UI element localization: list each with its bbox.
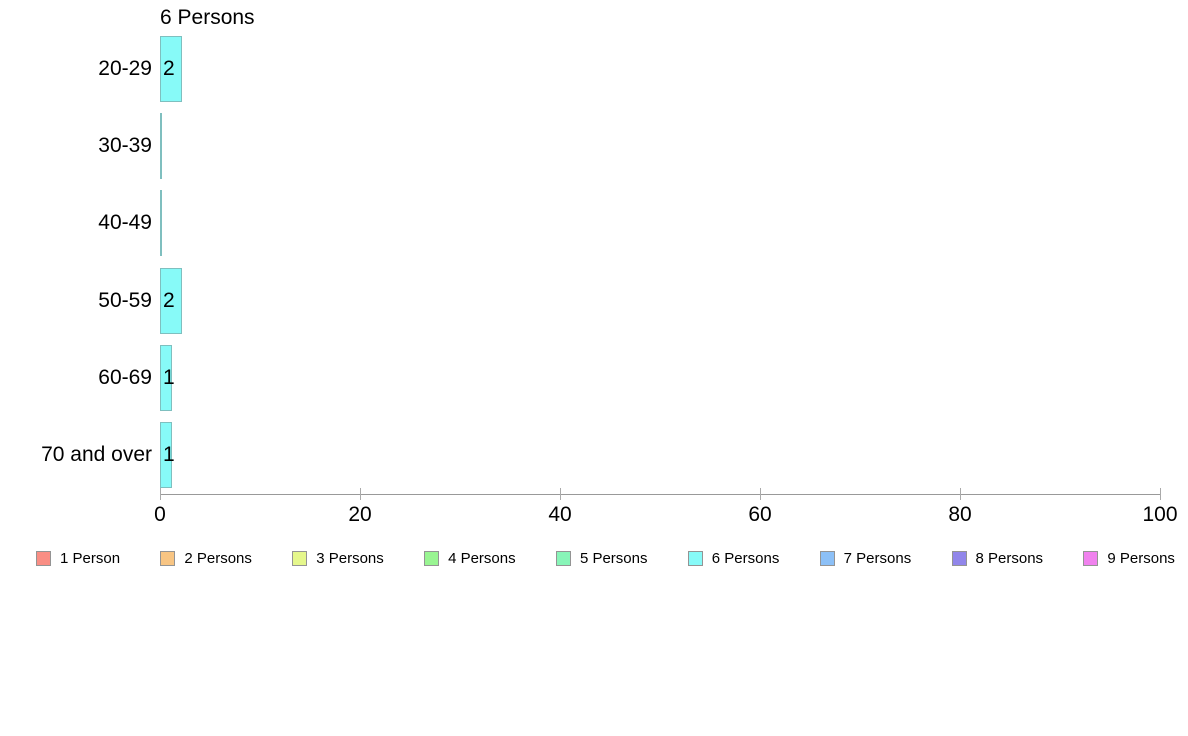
legend: 1 Person 2 Persons 3 Persons 4 Persons 5 Per…: [36, 548, 1175, 568]
legend-swatch: [292, 550, 308, 566]
x-tick-mark: [759, 488, 761, 500]
category-label: 40-49: [98, 211, 152, 235]
legend-swatch: [424, 550, 440, 566]
bar-value-label: 2: [163, 56, 175, 80]
x-tick-mark: [959, 488, 961, 500]
legend-label: 8 Persons: [975, 549, 1044, 567]
bar-rows: 20-29 2 30-39 40-49 50-59 2 60-69 1 70 and over 1: [41, 30, 1160, 494]
bar-value-label: 2: [163, 288, 175, 312]
x-tick-label: 60: [748, 503, 772, 526]
legend-label: 6 Persons: [711, 549, 780, 567]
legend-item: 9 Persons: [1083, 550, 1175, 567]
legend-swatch: [36, 550, 51, 566]
legend-item: 7 Persons: [819, 549, 912, 567]
bar-row: 20-29 2: [98, 30, 1160, 107]
legend-item: 2 Persons: [160, 550, 252, 567]
legend-label: 5 Persons: [579, 549, 648, 567]
legend-label: 9 Persons: [1107, 549, 1175, 567]
x-tick-label: 0: [154, 503, 166, 526]
x-tick-label: 100: [1142, 503, 1178, 526]
bar: [160, 190, 162, 257]
legend-item: 1 Person: [36, 550, 120, 567]
legend-swatch: [160, 550, 176, 566]
legend-label: 4 Persons: [448, 549, 516, 567]
legend-swatch: [1083, 550, 1099, 566]
category-label: 50-59: [98, 288, 152, 312]
category-label: 30-39: [98, 133, 152, 157]
bar-row: 40-49: [98, 185, 1160, 262]
bar: 1: [160, 344, 175, 411]
plot-area: 20-29 2 30-39 40-49 50-59 2 60-69 1 70 and over 1…: [41, 30, 1178, 526]
chart-title: 6 Persons: [160, 6, 255, 29]
x-tick-mark: [359, 488, 361, 500]
legend-label: 2 Persons: [184, 549, 252, 567]
category-label: 60-69: [98, 365, 152, 389]
bar: 2: [160, 267, 182, 334]
bar-value-label: 1: [163, 443, 175, 467]
x-tick-mark: [159, 488, 161, 500]
legend-swatch: [687, 550, 703, 566]
x-tick-mark: [1159, 488, 1161, 500]
x-tick-mark: [559, 488, 561, 500]
bar: 2: [160, 35, 182, 102]
bar-row: 30-39: [98, 107, 1160, 184]
legend-item: 8 Persons: [951, 549, 1044, 567]
x-tick-label: 80: [948, 503, 972, 526]
bar-value-label: 1: [163, 365, 175, 389]
x-tick-label: 40: [548, 503, 572, 526]
legend-item: 5 Persons: [555, 549, 648, 567]
legend-item: 4 Persons: [424, 550, 516, 567]
category-label: 70 and over: [41, 443, 152, 467]
legend-swatch: [819, 550, 835, 566]
category-label: 20-29: [98, 56, 152, 80]
legend-label: 7 Persons: [843, 549, 912, 567]
legend-label: 1 Person: [60, 549, 121, 567]
bar: 1: [160, 422, 175, 489]
x-tick-label: 20: [348, 503, 372, 526]
bar-row: 60-69 1: [98, 339, 1160, 416]
legend-item: 6 Persons: [687, 549, 780, 567]
legend-swatch: [951, 550, 967, 566]
legend-item: 3 Persons: [292, 550, 384, 567]
bar: [160, 112, 162, 179]
bar-row: 50-59 2: [98, 262, 1160, 339]
legend-label: 3 Persons: [316, 549, 384, 567]
bar-row: 70 and over 1: [41, 417, 1160, 494]
legend-swatch: [555, 550, 571, 566]
